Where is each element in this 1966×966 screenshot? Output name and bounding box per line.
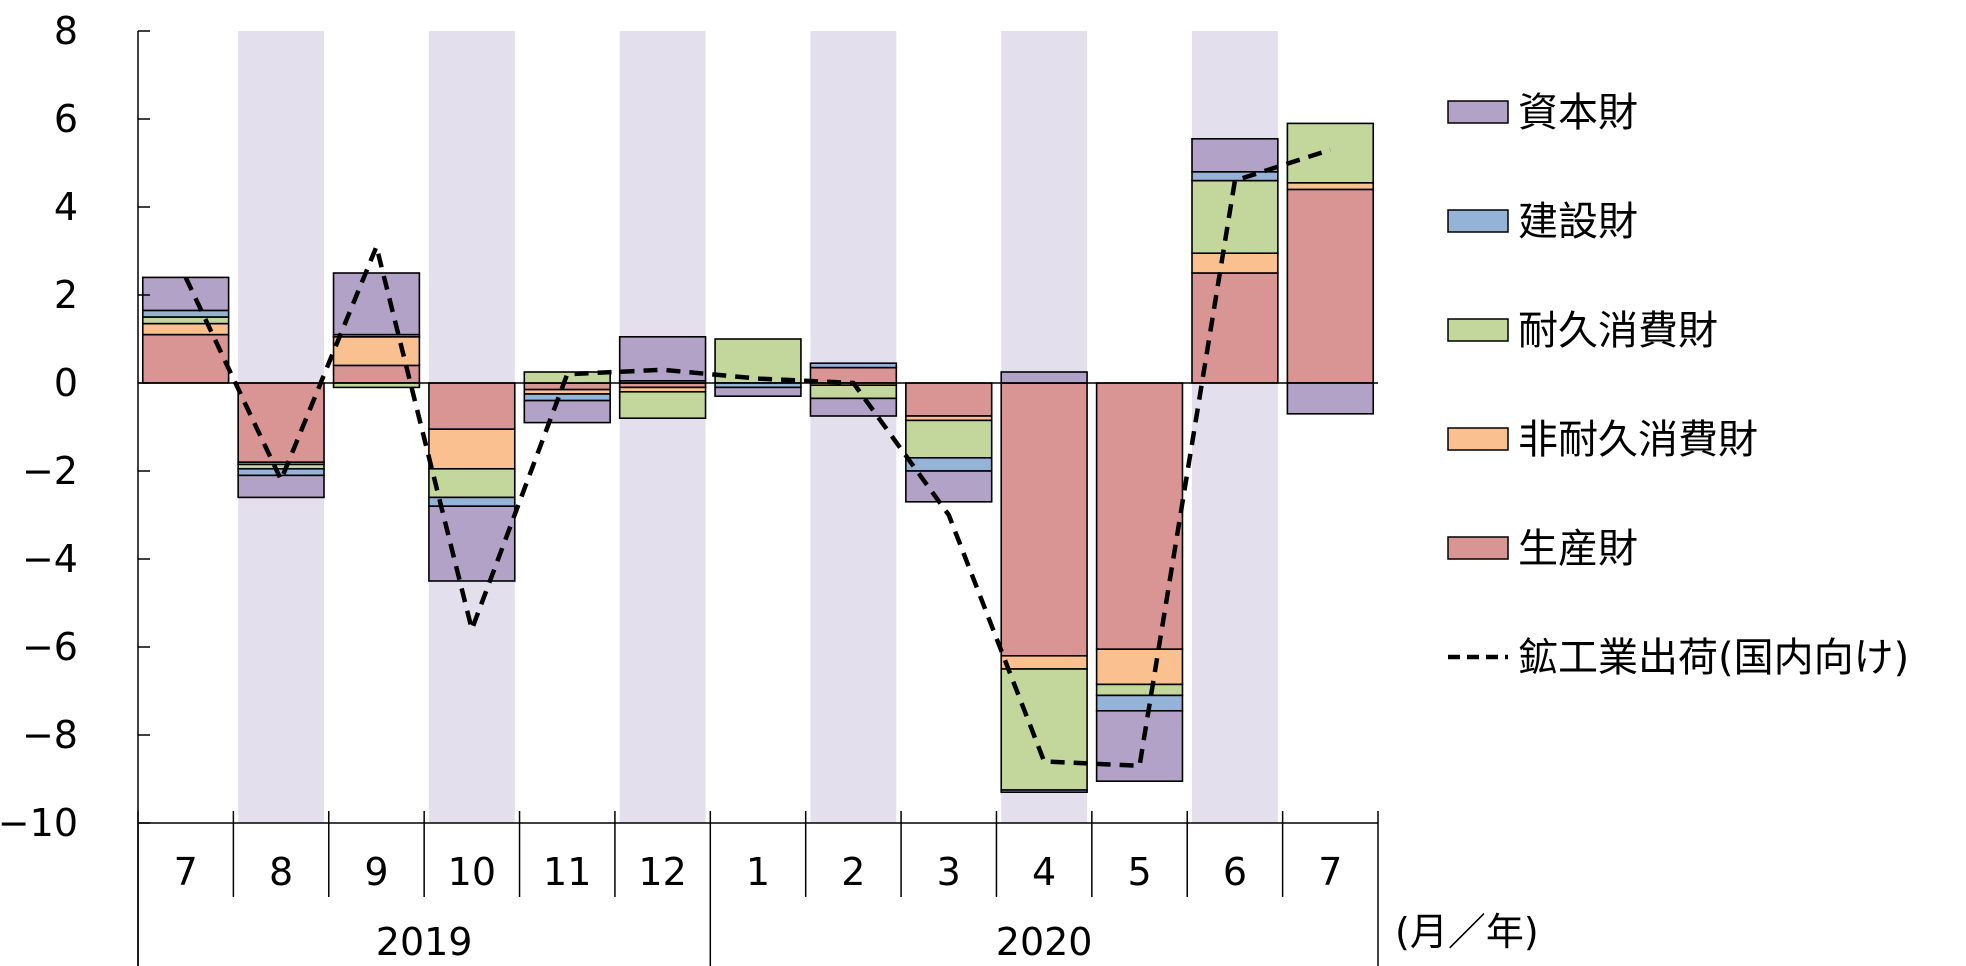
legend-swatch — [1447, 100, 1509, 124]
bar-segment — [905, 419, 993, 459]
bar-segment — [428, 382, 516, 431]
x-tick-label: 7 — [174, 850, 198, 894]
legend-label: 生産財 — [1518, 526, 1638, 572]
bar-segment — [618, 390, 707, 419]
x-tick-label: 5 — [1127, 850, 1151, 894]
x-tick-label: 11 — [543, 850, 591, 894]
shaded-band — [810, 31, 897, 823]
bar-segment — [1000, 789, 1088, 794]
bar-segment — [428, 505, 516, 582]
shaded-band — [619, 31, 706, 823]
bar-segment — [523, 393, 611, 402]
stacked-bars — [141, 122, 1375, 794]
bar-segment — [332, 335, 421, 367]
bar-segment — [1286, 182, 1375, 191]
bar-segment — [809, 384, 898, 400]
y-tick-label: 6 — [54, 97, 78, 141]
bar-segment — [523, 399, 611, 424]
bar-segment — [1286, 188, 1375, 384]
bar-segment — [905, 456, 993, 472]
bar-segment — [809, 366, 898, 384]
y-tick-label: 0 — [54, 361, 78, 405]
year-label: 2019 — [376, 920, 473, 964]
bar-segment — [332, 272, 421, 336]
y-tick-label: −8 — [22, 713, 78, 757]
bar-segment — [141, 316, 230, 325]
x-tick-label: 3 — [937, 850, 961, 894]
x-tick-label: 10 — [448, 850, 496, 894]
x-axis-unit-label: (月／年) — [1395, 910, 1539, 954]
y-axis-ticks: 8 6 4 2 0 −2 −4 −6 −8 −10 — [0, 9, 150, 845]
y-tick-label: −10 — [0, 801, 78, 845]
bar-segment — [141, 322, 230, 336]
bar-segment — [1000, 371, 1088, 384]
bar-segment — [1286, 122, 1375, 184]
bar-segment — [1191, 252, 1279, 274]
y-tick-label: −2 — [22, 449, 78, 493]
legend-label: 建設財 — [1518, 199, 1638, 245]
bar-segment — [237, 474, 325, 499]
legend-swatch — [1447, 427, 1509, 451]
bar-segment — [809, 362, 898, 369]
x-tick-label: 9 — [364, 850, 388, 894]
y-tick-label: −4 — [22, 537, 78, 581]
legend-label: 資本財 — [1518, 90, 1638, 136]
bar-segment — [714, 338, 802, 384]
bar-segment — [141, 309, 230, 318]
bar-segment — [1095, 694, 1184, 712]
bar-segment — [809, 397, 898, 417]
x-tick-label: 1 — [746, 850, 770, 894]
x-tick-label: 7 — [1318, 850, 1342, 894]
legend-label: 非耐久消費財 — [1518, 417, 1758, 463]
bar-segment — [237, 467, 325, 477]
y-tick-label: 4 — [54, 185, 78, 229]
x-tick-label: 12 — [638, 850, 686, 894]
bar-segment — [237, 382, 325, 463]
y-tick-label: 2 — [54, 273, 78, 317]
bar-segment — [1000, 382, 1088, 657]
bar-segment — [1095, 683, 1184, 697]
bar-segment — [1286, 382, 1375, 415]
x-tick-label: 6 — [1223, 850, 1247, 894]
bar-segment — [1000, 654, 1088, 670]
bar-segment — [905, 382, 993, 417]
bar-segment — [1095, 382, 1184, 651]
legend-label: 耐久消費財 — [1518, 308, 1718, 354]
year-label: 2020 — [996, 920, 1093, 964]
x-tick-label: 2 — [841, 850, 865, 894]
bar-segment — [141, 276, 230, 312]
x-tick-label: 4 — [1032, 850, 1056, 894]
bar-segment — [428, 428, 516, 470]
y-tick-label: 8 — [54, 9, 78, 53]
bar-segment — [618, 335, 707, 382]
axes — [137, 31, 1379, 966]
bar-segment — [714, 386, 802, 397]
legend-swatch — [1447, 209, 1509, 233]
bar-segment — [1095, 709, 1184, 782]
bar-segment — [523, 382, 611, 391]
legend-label: 鉱工業出荷(国内向け) — [1518, 635, 1909, 681]
bar-segment — [428, 467, 516, 499]
bar-segment — [1095, 648, 1184, 686]
y-tick-label: −6 — [22, 625, 78, 669]
x-tick-label: 8 — [269, 850, 293, 894]
legend-swatch — [1447, 536, 1509, 560]
bar-segment — [1191, 138, 1279, 173]
bar-segment — [1191, 171, 1279, 182]
legend-swatch — [1447, 318, 1509, 342]
